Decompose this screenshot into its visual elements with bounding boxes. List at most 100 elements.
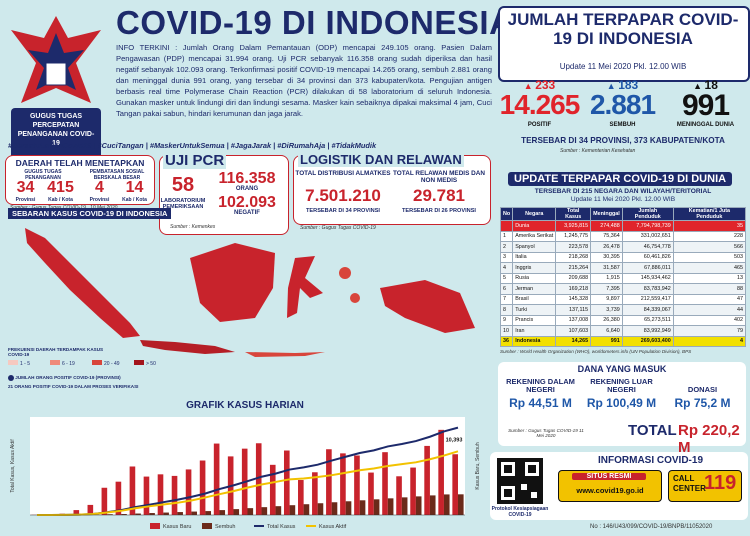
bar xyxy=(345,501,352,515)
map-note-icon xyxy=(8,375,14,381)
pcr-negative: 102.093 xyxy=(218,194,276,211)
bar xyxy=(129,466,136,515)
table-cell: 9,897 xyxy=(590,293,623,305)
region-unit: Provinsi xyxy=(15,197,36,203)
funds-total: Rp 220,2 M xyxy=(678,422,740,456)
table-cell: 1,245,775 xyxy=(555,230,592,242)
stat-label: POSITIF xyxy=(527,122,552,128)
legend-item: 6 - 19 xyxy=(50,360,75,367)
table-cell: 75,364 xyxy=(590,230,623,242)
legend-item: 20 - 49 xyxy=(92,360,120,367)
bar xyxy=(438,429,444,515)
bar xyxy=(205,511,212,515)
table-cell: 6 xyxy=(499,283,514,295)
table-cell: 503 xyxy=(672,251,747,263)
world-subtitle: TERSEBAR DI 215 NEGARA DAN WILAYAH/TERIT… xyxy=(534,188,712,195)
bar xyxy=(233,509,240,515)
legend-swatch xyxy=(8,360,18,365)
table-row: 2 Spanyol 223,578 26,478 46,754,778 566 xyxy=(499,241,747,253)
bar xyxy=(177,512,183,515)
region-label: GUGUS TUGAS PENANGANAN xyxy=(24,169,62,181)
table-cell: 7,395 xyxy=(590,283,623,295)
bar xyxy=(115,481,122,515)
table-cell: 218,268 xyxy=(555,251,592,263)
table-header: No Negara Total Kasus Meninggal Jumlah Pendu… xyxy=(499,207,747,221)
map-note-text: JUMLAH ORANG POSITIF COVID-19 (PROVINSI) xyxy=(15,375,121,381)
table-row: 36 Indonesia 14,265 991 269,603,400 4 xyxy=(499,335,747,347)
title: COVID-19 DI INDONESIA xyxy=(116,4,514,41)
legend-label: 6 - 19 xyxy=(62,361,75,367)
table-cell: 145,934,462 xyxy=(621,272,674,284)
bar xyxy=(143,476,150,515)
logistics-value: 7.501.210 xyxy=(305,186,381,205)
info-text: INFO TERKINI : Jumlah Orang Dalam Pemant… xyxy=(116,43,492,118)
table-cell: 88 xyxy=(672,283,747,295)
summary-stats: ▲ 233 14.265 POSITIF ▲ 183 2.881 SEMBUH ▲ 18 99… xyxy=(498,78,748,133)
table-cell: Amerika Serikat xyxy=(512,230,557,242)
table-row: 8 Turki 137,115 3,739 84,339,067 44 xyxy=(499,304,747,316)
region-unit: Kab / Kota xyxy=(48,197,73,203)
table-cell: 79 xyxy=(672,325,747,337)
bar xyxy=(312,472,318,515)
map xyxy=(25,228,475,357)
table-row: 4 Inggris 215,264 31,587 67,886,011 465 xyxy=(499,262,747,274)
table-row: 9 Prancis 137,008 26,380 65,273,511 402 xyxy=(499,314,747,326)
bar xyxy=(269,464,276,515)
table-cell: Rusia xyxy=(512,272,557,284)
funds-items: REKENING DALAM NEGERI Rp 44,51 M REKENING … xyxy=(500,376,744,416)
pcr-labs-label: LABORATORIUM PEMERIKSAAN xyxy=(160,198,206,210)
bar xyxy=(149,513,155,515)
up-arrow: ▲ xyxy=(693,81,705,91)
region-value: 415 xyxy=(47,179,74,196)
source: Sumber : World Health Organization (WHO)… xyxy=(500,349,692,354)
table-row: Dunia 3,925,815 274,488 7,794,798,739 35 xyxy=(499,220,747,232)
bar xyxy=(87,504,94,515)
table-row: 6 Jerman 169,218 7,395 83,783,942 88 xyxy=(499,283,747,295)
legend-item: > 50 xyxy=(134,360,156,367)
call-number[interactable]: 119 xyxy=(704,472,737,494)
bar xyxy=(303,504,310,515)
table-cell: 402 xyxy=(672,314,747,326)
table-cell: 8 xyxy=(499,304,514,316)
table-cell: 26,380 xyxy=(590,314,623,326)
site-url[interactable]: www.covid19.go.id xyxy=(576,486,644,495)
bar xyxy=(457,494,464,515)
stat-value: 2.881 xyxy=(589,89,656,120)
table-cell: 47 xyxy=(672,293,747,305)
delta-value: 18 xyxy=(704,78,718,92)
table-cell: 465 xyxy=(672,262,747,274)
table-cell: 30,395 xyxy=(590,251,623,263)
table-cell: Spanyol xyxy=(512,241,557,253)
table-cell: 46,754,778 xyxy=(621,241,674,253)
table-cell: 3,925,815 xyxy=(555,220,592,232)
bar xyxy=(410,467,416,515)
source: Sumber : Kemenkes xyxy=(170,224,216,230)
source: Sumber : Gugus Tugas COVID-19 xyxy=(300,225,376,231)
regions-groups: GUGUS TUGAS PENANGANAN 34 Provinsi 415 Kab /… xyxy=(8,169,152,203)
call-box[interactable] xyxy=(668,470,742,502)
footer: No : 146/U43/099/COVID-19/BNPB/11052020 xyxy=(590,524,713,530)
column-header: Negara xyxy=(512,207,557,221)
stat-delta: ▲ 233 xyxy=(498,78,581,92)
region-unit: Kab / Kota xyxy=(122,197,147,203)
table-cell: Turki xyxy=(512,304,557,316)
region-group: GUGUS TUGAS PENANGANAN 34 Provinsi 415 Kab /… xyxy=(8,169,78,203)
legend-swatch xyxy=(50,360,60,365)
bar xyxy=(415,496,422,515)
table-cell: 7,794,798,739 xyxy=(621,220,674,232)
logistics-items: TOTAL DISTRIBUSI ALMATKES 7.501.210 TERSEB… xyxy=(295,168,487,222)
logistics-note: TERSEBAR DI 26 PROVINSI xyxy=(402,208,476,214)
bar xyxy=(101,487,108,515)
logo xyxy=(11,16,101,163)
legend-label: 1 - 5 xyxy=(20,361,31,367)
table-cell: 83,992,949 xyxy=(621,325,674,337)
bar xyxy=(354,455,360,515)
fund-value: Rp 44,51 M xyxy=(509,396,572,410)
bar xyxy=(213,443,220,515)
bar xyxy=(135,513,141,515)
column-header: No xyxy=(499,207,514,221)
table-cell: 991 xyxy=(590,335,623,347)
column-header: Meninggal xyxy=(590,207,623,221)
table-cell: 14,265 xyxy=(555,335,592,347)
daily-chart: GRAFIK KASUS HARIAN Total Kasus, Kasus Ak… xyxy=(10,400,481,530)
